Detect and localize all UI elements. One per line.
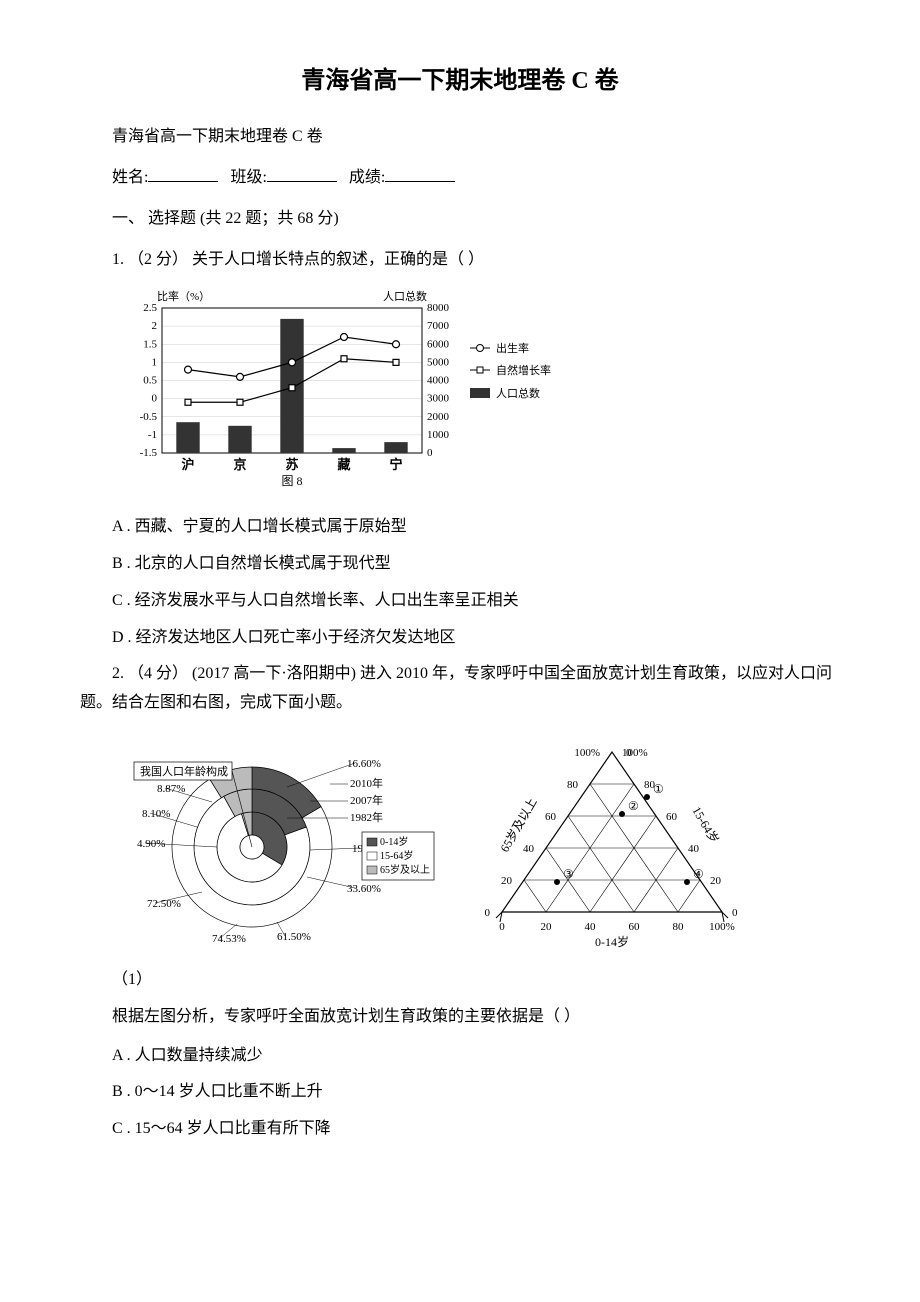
q1-option-d[interactable]: D . 经济发达地区人口死亡率小于经济欠发达地区 bbox=[80, 624, 840, 653]
svg-text:80: 80 bbox=[673, 921, 685, 933]
svg-text:5000: 5000 bbox=[427, 357, 450, 369]
svg-text:15-64岁: 15-64岁 bbox=[380, 849, 413, 862]
q1-option-b[interactable]: B . 北京的人口自然增长模式属于现代型 bbox=[80, 550, 840, 579]
svg-text:15-64岁: 15-64岁 bbox=[689, 804, 722, 846]
svg-text:4000: 4000 bbox=[427, 375, 450, 387]
svg-text:8.10%: 8.10% bbox=[142, 808, 170, 820]
svg-text:0: 0 bbox=[427, 447, 433, 459]
svg-text:60: 60 bbox=[666, 811, 678, 823]
svg-text:40: 40 bbox=[523, 843, 535, 855]
q1-intro: 1. （2 分） 关于人口增长特点的叙述，正确的是（ ） bbox=[80, 246, 840, 275]
svg-text:16.60%: 16.60% bbox=[347, 758, 381, 770]
chart-q2-row: 我国人口年龄构成 16.60% 8.87% 8.10% 4.90% 72.50% 74.53… bbox=[112, 732, 840, 952]
svg-text:40: 40 bbox=[688, 843, 700, 855]
svg-text:20: 20 bbox=[501, 875, 513, 887]
svg-text:-1: -1 bbox=[148, 429, 157, 441]
chart1-svg: 比率（%） 人口总数 2.5 2 1.5 1 0.5 0 -0.5 -1 -1.5 8000 7000 6… bbox=[112, 288, 592, 488]
svg-text:我国人口年龄构成: 我国人口年龄构成 bbox=[140, 764, 228, 778]
name-label: 姓名: bbox=[112, 169, 148, 186]
svg-text:2010年: 2010年 bbox=[350, 776, 383, 790]
svg-text:65岁及以上: 65岁及以上 bbox=[380, 863, 430, 876]
form-row: 姓名: 班级: 成绩: bbox=[80, 164, 840, 193]
svg-text:自然增长率: 自然增长率 bbox=[496, 363, 551, 377]
svg-text:61.50%: 61.50% bbox=[277, 931, 311, 943]
svg-text:1982年: 1982年 bbox=[350, 810, 383, 824]
subtitle: 青海省高一下期末地理卷 C 卷 bbox=[80, 123, 840, 152]
svg-text:40: 40 bbox=[585, 921, 597, 933]
svg-text:沪: 沪 bbox=[181, 457, 194, 472]
class-blank[interactable] bbox=[267, 165, 337, 182]
score-label: 成绩: bbox=[349, 169, 385, 186]
svg-text:人口总数: 人口总数 bbox=[383, 289, 427, 303]
q1-option-a[interactable]: A . 西藏、宁夏的人口增长模式属于原始型 bbox=[80, 513, 840, 542]
svg-text:宁: 宁 bbox=[389, 457, 402, 472]
svg-text:8.87%: 8.87% bbox=[157, 783, 185, 795]
svg-text:80: 80 bbox=[567, 779, 579, 791]
svg-text:100%: 100% bbox=[709, 921, 735, 933]
svg-text:0-14岁: 0-14岁 bbox=[595, 934, 629, 949]
svg-text:20: 20 bbox=[541, 921, 553, 933]
svg-text:74.53%: 74.53% bbox=[212, 933, 246, 945]
svg-text:①: ① bbox=[653, 782, 664, 796]
q2-intro: 2. （4 分） (2017 高一下·洛阳期中) 进入 2010 年，专家呼吁中… bbox=[80, 660, 840, 718]
svg-text:2: 2 bbox=[152, 321, 158, 333]
svg-text:③: ③ bbox=[563, 867, 574, 881]
svg-text:3000: 3000 bbox=[427, 393, 450, 405]
svg-text:0: 0 bbox=[732, 907, 738, 919]
svg-text:6000: 6000 bbox=[427, 339, 450, 351]
svg-text:④: ④ bbox=[693, 867, 704, 881]
svg-text:2007年: 2007年 bbox=[350, 793, 383, 807]
svg-text:比率（%）: 比率（%） bbox=[157, 289, 210, 303]
q2-option-b[interactable]: B . 0～14 岁人口比重不断上升 bbox=[80, 1078, 840, 1107]
section-heading: 一、 选择题 (共 22 题；共 68 分) bbox=[80, 205, 840, 234]
svg-text:20: 20 bbox=[710, 875, 722, 887]
svg-text:0-14岁: 0-14岁 bbox=[380, 835, 408, 848]
svg-text:人口总数: 人口总数 bbox=[496, 386, 540, 400]
svg-text:60: 60 bbox=[545, 811, 557, 823]
q2-sub1-text: 根据左图分析，专家呼吁全面放宽计划生育政策的主要依据是（ ） bbox=[80, 1003, 840, 1032]
svg-text:0: 0 bbox=[485, 907, 491, 919]
svg-text:藏: 藏 bbox=[337, 457, 350, 472]
svg-text:33.60%: 33.60% bbox=[347, 883, 381, 895]
svg-text:京: 京 bbox=[233, 457, 246, 472]
svg-text:0: 0 bbox=[499, 921, 505, 933]
q2-option-a[interactable]: A . 人口数量持续减少 bbox=[80, 1042, 840, 1071]
svg-text:100%: 100% bbox=[574, 747, 600, 759]
svg-text:②: ② bbox=[628, 799, 639, 813]
svg-text:2.5: 2.5 bbox=[143, 302, 157, 314]
chart2-left-svg: 我国人口年龄构成 16.60% 8.87% 8.10% 4.90% 72.50% 74.53… bbox=[112, 732, 442, 952]
svg-text:4.90%: 4.90% bbox=[137, 838, 165, 850]
svg-text:0: 0 bbox=[626, 747, 632, 759]
q2-sub1-num: （1） bbox=[80, 966, 840, 995]
class-label: 班级: bbox=[230, 169, 266, 186]
svg-text:60: 60 bbox=[629, 921, 641, 933]
svg-text:0.5: 0.5 bbox=[143, 375, 157, 387]
svg-text:0: 0 bbox=[152, 393, 158, 405]
svg-text:2000: 2000 bbox=[427, 411, 450, 423]
q2-option-c[interactable]: C . 15～64 岁人口比重有所下降 bbox=[80, 1115, 840, 1144]
chart2-right-svg: 020406080100%020406080100%100%8060402000… bbox=[462, 732, 762, 952]
svg-text:-1.5: -1.5 bbox=[140, 447, 158, 459]
svg-text:-0.5: -0.5 bbox=[140, 411, 158, 423]
svg-text:72.50%: 72.50% bbox=[147, 898, 181, 910]
svg-text:出生率: 出生率 bbox=[496, 341, 529, 355]
svg-text:1.5: 1.5 bbox=[143, 339, 157, 351]
svg-text:1000: 1000 bbox=[427, 429, 450, 441]
q1-option-c[interactable]: C . 经济发展水平与人口自然增长率、人口出生率呈正相关 bbox=[80, 587, 840, 616]
svg-text:苏: 苏 bbox=[285, 457, 298, 472]
svg-text:1: 1 bbox=[152, 357, 158, 369]
page-title: 青海省高一下期末地理卷 C 卷 bbox=[80, 60, 840, 103]
score-blank[interactable] bbox=[385, 165, 455, 182]
svg-text:7000: 7000 bbox=[427, 321, 450, 333]
svg-text:图 8: 图 8 bbox=[281, 474, 302, 488]
name-blank[interactable] bbox=[148, 165, 218, 182]
svg-text:8000: 8000 bbox=[427, 302, 450, 314]
chart-q1: 比率（%） 人口总数 2.5 2 1.5 1 0.5 0 -0.5 -1 -1.5 8000 7000 6… bbox=[112, 288, 840, 499]
